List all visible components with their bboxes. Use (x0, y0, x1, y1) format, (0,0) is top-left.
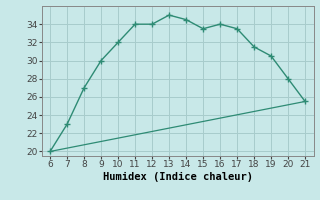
X-axis label: Humidex (Indice chaleur): Humidex (Indice chaleur) (103, 172, 252, 182)
